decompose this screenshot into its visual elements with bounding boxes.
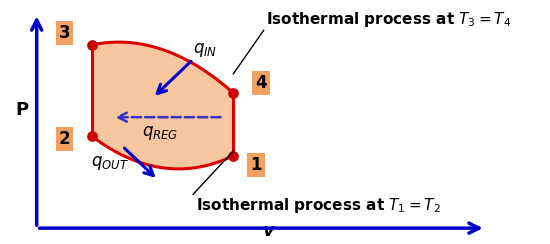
Text: 2: 2 <box>59 130 70 148</box>
Point <box>88 43 97 47</box>
Point <box>229 91 238 95</box>
Text: v: v <box>263 222 274 240</box>
Point <box>229 154 238 158</box>
Text: Isothermal process at $T_1 = T_2$: Isothermal process at $T_1 = T_2$ <box>196 196 441 214</box>
Text: 1: 1 <box>250 156 262 174</box>
Text: $q_{IN}$: $q_{IN}$ <box>194 41 218 59</box>
Text: $q_{OUT}$: $q_{OUT}$ <box>91 154 129 172</box>
Point <box>88 134 97 138</box>
Text: 4: 4 <box>255 74 267 92</box>
Polygon shape <box>92 42 233 169</box>
Text: $q_{REG}$: $q_{REG}$ <box>142 124 179 142</box>
Text: P: P <box>15 101 28 119</box>
Text: 3: 3 <box>59 24 70 42</box>
Text: Isothermal process at $T_3 = T_4$: Isothermal process at $T_3 = T_4$ <box>266 10 512 29</box>
